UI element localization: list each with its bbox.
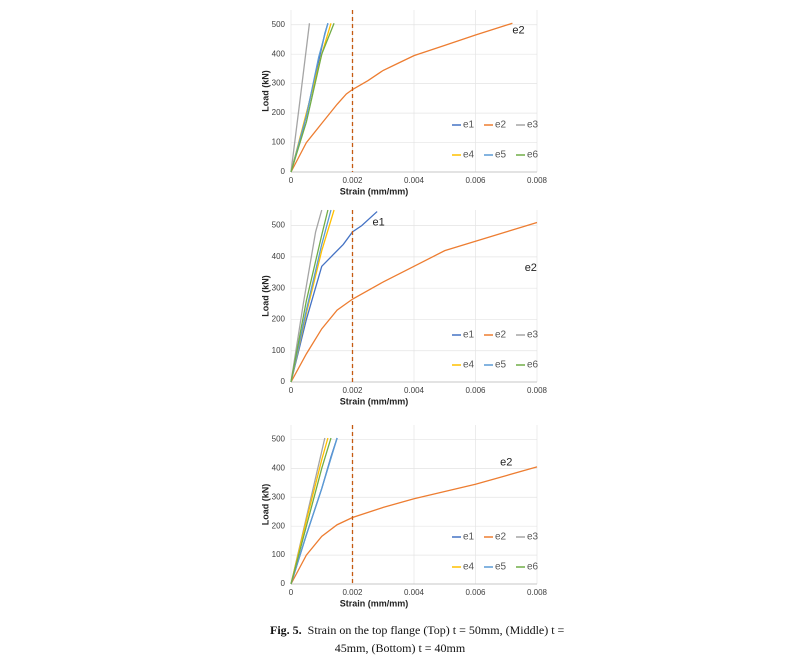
x-tick-label: 0.008 (527, 176, 548, 185)
annotation: e2 (500, 456, 512, 468)
caption-text: Strain on the top flange (Top) t = 50mm,… (308, 623, 565, 637)
y-tick-label: 500 (272, 435, 286, 444)
y-tick-label: 400 (272, 252, 286, 261)
legend-label: e2 (495, 330, 507, 341)
x-tick-label: 0 (289, 588, 294, 597)
series-line (290, 466, 538, 585)
y-tick-label: 100 (272, 346, 286, 355)
y-axis-label: Load (kN) (260, 70, 270, 112)
y-tick-label: 300 (272, 79, 286, 88)
x-tick-label: 0.004 (404, 176, 425, 185)
series-line (290, 211, 378, 383)
legend-label: e3 (527, 532, 539, 543)
legend-label: e3 (527, 120, 539, 131)
annotation: e2 (525, 262, 537, 274)
legend-label: e4 (463, 150, 475, 161)
legend-label: e4 (463, 562, 475, 573)
legend-label: e1 (463, 532, 475, 543)
y-tick-label: 300 (272, 492, 286, 501)
x-axis-label: Strain (mm/mm) (340, 396, 409, 406)
x-tick-label: 0.002 (342, 176, 363, 185)
series-line (290, 209, 332, 383)
series-line (290, 23, 329, 173)
x-tick-label: 0.004 (404, 386, 425, 395)
y-tick-label: 400 (272, 463, 286, 472)
y-tick-label: 100 (272, 138, 286, 147)
legend-label: e6 (527, 360, 539, 371)
y-tick-label: 200 (272, 108, 286, 117)
y-tick-label: 500 (272, 221, 286, 230)
series-line (290, 209, 329, 383)
legend-label: e2 (495, 532, 507, 543)
y-tick-label: 300 (272, 283, 286, 292)
y-tick-label: 200 (272, 521, 286, 530)
y-tick-label: 100 (272, 550, 286, 559)
legend-label: e1 (463, 330, 475, 341)
series-line (290, 437, 332, 585)
x-axis-label: Strain (mm/mm) (340, 186, 409, 196)
legend-label: e2 (495, 120, 507, 131)
legend-label: e4 (463, 360, 475, 371)
caption-label: Fig. 5. (270, 623, 302, 637)
y-axis-label: Load (kN) (260, 275, 270, 317)
caption-text: 45mm, (Bottom) t = 40mm (335, 641, 466, 655)
series-line (290, 221, 538, 383)
x-tick-label: 0.008 (527, 588, 548, 597)
x-tick-label: 0.006 (465, 588, 486, 597)
series-line (290, 22, 513, 173)
caption-line: Fig. 5. Strain on the top flange (Top) t … (270, 623, 565, 637)
y-tick-label: 0 (281, 167, 286, 176)
legend-label: e3 (527, 330, 539, 341)
series-line (290, 437, 329, 585)
x-tick-label: 0 (289, 176, 294, 185)
x-tick-label: 0.004 (404, 588, 425, 597)
y-tick-label: 500 (272, 20, 286, 29)
series-line (290, 209, 323, 383)
x-tick-label: 0.008 (527, 386, 548, 395)
annotation: e2 (512, 25, 524, 37)
legend-label: e5 (495, 150, 507, 161)
series-line (290, 23, 311, 173)
legend-label: e1 (463, 120, 475, 131)
legend-label: e6 (527, 150, 539, 161)
x-tick-label: 0.002 (342, 386, 363, 395)
x-tick-label: 0.006 (465, 386, 486, 395)
x-tick-label: 0.002 (342, 588, 363, 597)
x-tick-label: 0.006 (465, 176, 486, 185)
y-tick-label: 200 (272, 315, 286, 324)
x-axis-label: Strain (mm/mm) (340, 598, 409, 608)
y-tick-label: 0 (281, 377, 286, 386)
series-line (290, 437, 338, 585)
legend-label: e5 (495, 562, 507, 573)
annotation: e1 (372, 216, 384, 228)
x-tick-label: 0 (289, 386, 294, 395)
y-axis-label: Load (kN) (260, 484, 270, 526)
legend-label: e6 (527, 562, 539, 573)
series-line (290, 23, 335, 173)
y-tick-label: 400 (272, 49, 286, 58)
y-tick-label: 0 (281, 579, 286, 588)
legend-label: e5 (495, 360, 507, 371)
